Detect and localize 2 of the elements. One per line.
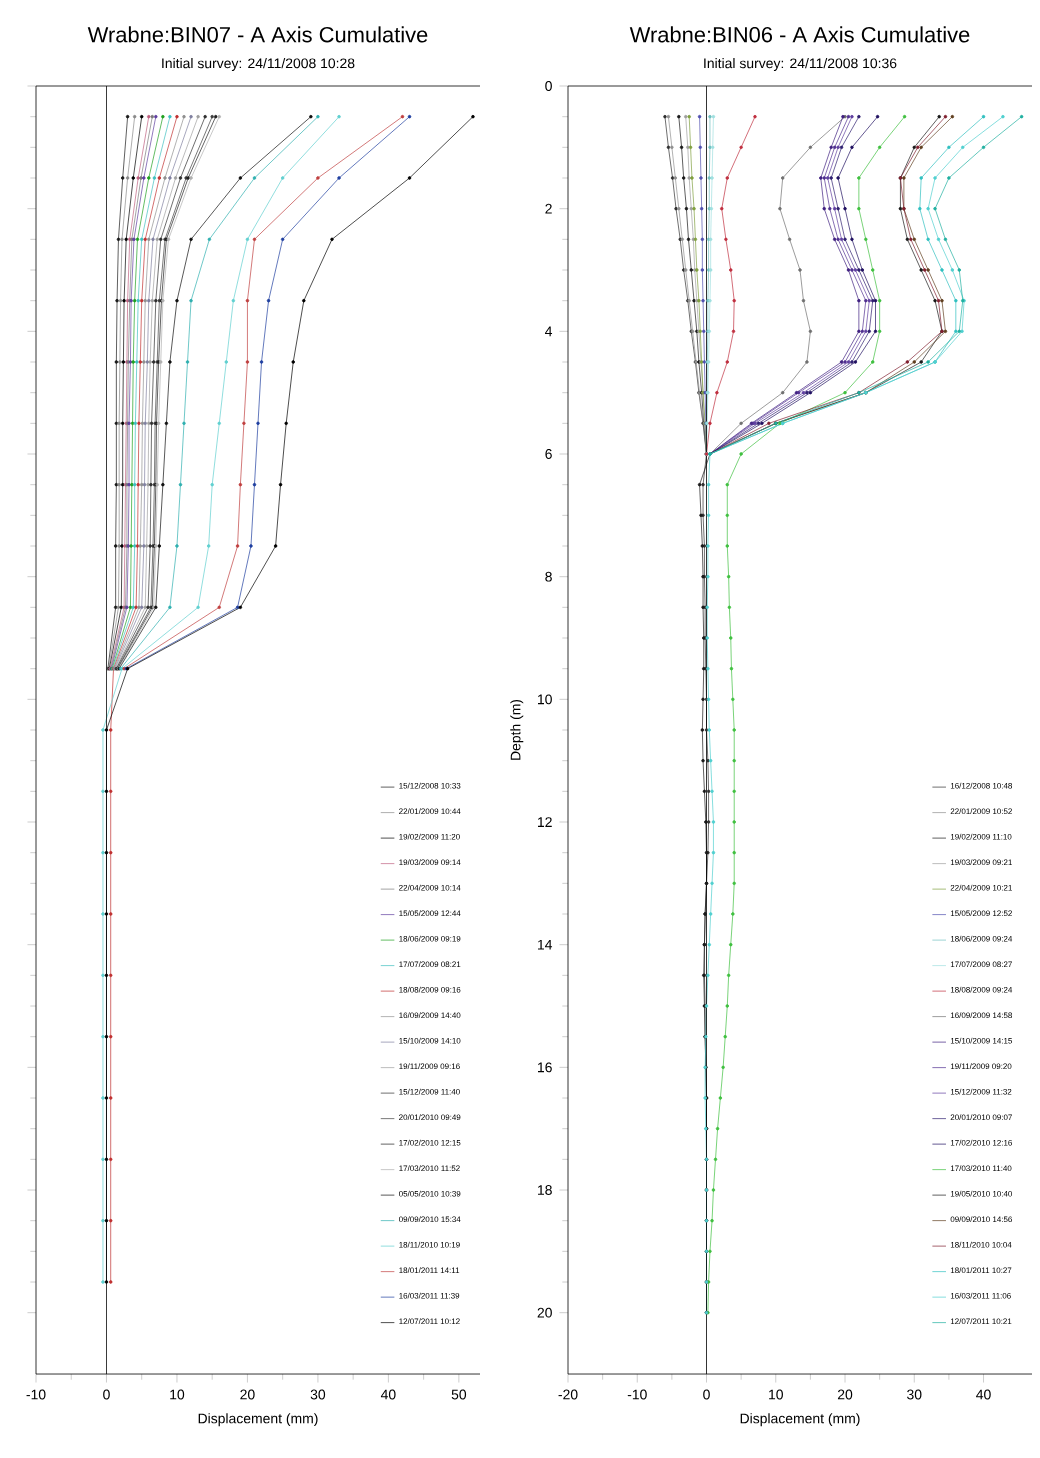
chart-title: Wrabne:BIN07 - A Axis Cumulative bbox=[87, 26, 428, 43]
chart-title: Wrabne:BIN06 - A Axis Cumulative bbox=[629, 26, 970, 43]
